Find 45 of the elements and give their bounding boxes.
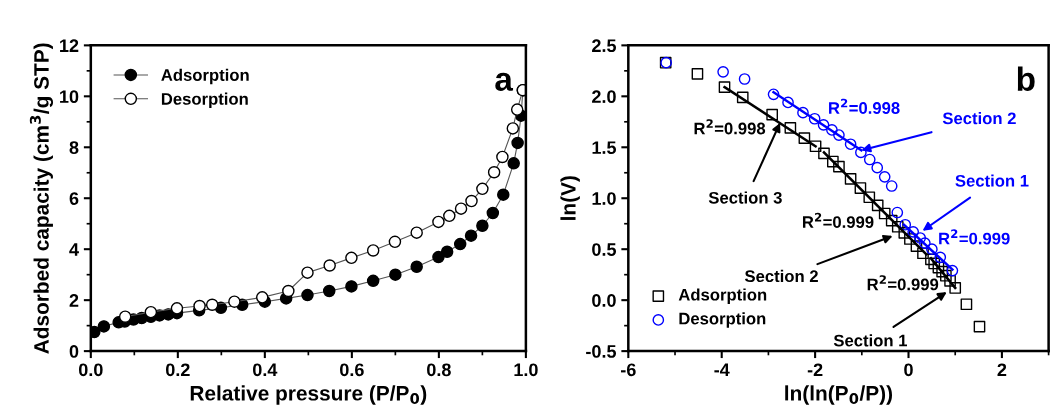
x-tick-label: 0.4 xyxy=(253,363,278,377)
x-tick-label: 0.0 xyxy=(78,363,103,377)
y-tick-label: 2 xyxy=(69,294,79,307)
annotation: Section 2 xyxy=(744,269,818,283)
x-tick-label: 0 xyxy=(904,363,913,377)
y-tick-label: 0.0 xyxy=(592,294,616,307)
y-axis-title: ln(V) xyxy=(560,176,580,220)
legend-label: Adsorption xyxy=(161,68,249,85)
y-tick-label: 8 xyxy=(69,141,79,154)
annotation: b xyxy=(1017,66,1035,91)
x-tick-label: 1.0 xyxy=(514,363,538,377)
annotation: Section 1 xyxy=(833,334,907,347)
y-tick-label: 10 xyxy=(60,90,79,104)
legend-label: Desorption xyxy=(679,312,766,328)
x-axis-title: Relative pressure (P/P$_{0}$) xyxy=(190,385,427,405)
x-tick-label: 2 xyxy=(997,363,1007,377)
legend-label: Desorption xyxy=(161,92,248,109)
annotation: Section 2 xyxy=(942,112,1016,125)
y-tick-label: 2.5 xyxy=(592,39,617,53)
x-tick-label: 0.6 xyxy=(340,363,364,377)
annotation: R$^{2}$=0.998 xyxy=(829,98,900,114)
y-tick-label: 0 xyxy=(69,345,79,358)
annotation: R$^{2}$=0.999 xyxy=(867,275,939,291)
legend-label: Adsorption xyxy=(678,288,767,304)
y-tick-label: 1.5 xyxy=(592,141,617,154)
annotation: a xyxy=(495,72,514,91)
y-tick-label: 1.0 xyxy=(592,192,616,205)
annotation: R$^{2}$=0.998 xyxy=(694,119,766,135)
annotation: Section 1 xyxy=(955,174,1029,187)
y-tick-label: -0.5 xyxy=(586,345,617,358)
y-tick-label: 6 xyxy=(69,192,79,205)
annotation: Section 3 xyxy=(708,191,782,204)
y-tick-label: 2.0 xyxy=(592,90,616,104)
x-tick-label: -2 xyxy=(807,363,823,377)
y-tick-label: 0.5 xyxy=(592,243,617,256)
annotation: R$^{2}$=0.999 xyxy=(939,229,1010,245)
x-tick-label: 0.2 xyxy=(166,363,190,377)
x-tick-label: 0.8 xyxy=(427,363,451,377)
y-axis-title: Adsorbed capacity (cm$^{3}$/g STP) xyxy=(29,43,54,354)
y-tick-label: 12 xyxy=(60,39,79,52)
x-axis-title: ln(ln(P$_{0}$/P)) xyxy=(785,385,893,405)
x-tick-label: -6 xyxy=(621,363,636,377)
y-tick-label: 4 xyxy=(69,243,79,256)
x-tick-label: -4 xyxy=(714,363,730,377)
annotation: R$^{2}$=0.999 xyxy=(802,212,874,228)
